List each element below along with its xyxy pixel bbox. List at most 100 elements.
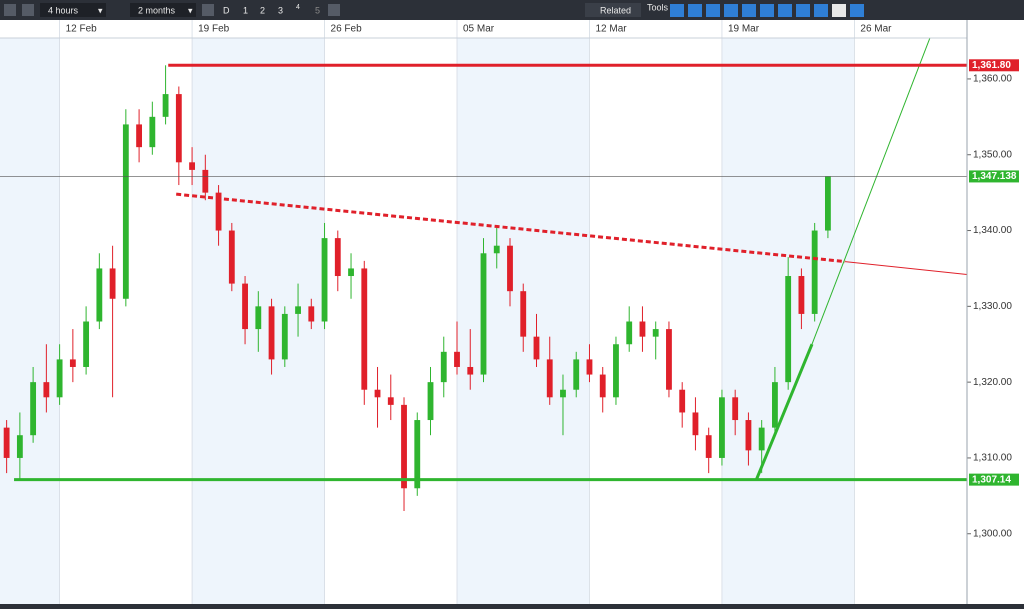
candle-body (613, 344, 619, 398)
candle-body (599, 374, 606, 398)
level-label: 1,361.80 (972, 60, 1011, 71)
candle-body (705, 435, 712, 458)
trendline (811, 38, 931, 345)
x-tick-label: 05 Mar (463, 24, 495, 35)
candle-body (69, 359, 76, 367)
level-label: 1,307.14 (972, 474, 1011, 485)
candle-body (202, 169, 209, 193)
candle-body (719, 397, 725, 458)
range-text: 2 months (138, 5, 176, 15)
candle-body (546, 359, 553, 398)
tool-icons (670, 4, 864, 17)
dropdown-arrow: ▾ (98, 5, 103, 15)
tool-button[interactable] (814, 4, 828, 17)
x-tick-label: 26 Mar (860, 24, 892, 35)
candle-body (175, 94, 182, 163)
level-label: 1,347.138 (972, 171, 1017, 182)
tool-button[interactable] (796, 4, 810, 17)
candle-body (467, 366, 474, 375)
tf-button[interactable]: D (223, 5, 230, 15)
candle-body (189, 162, 195, 170)
candle-body (16, 435, 23, 458)
tf-button[interactable]: 4 (296, 4, 300, 11)
candle-body (440, 351, 447, 383)
y-tick-label: 1,310.00 (973, 453, 1012, 464)
candle-body (295, 306, 301, 314)
tool-button[interactable] (688, 4, 702, 17)
candle-body (348, 268, 354, 277)
interval-select[interactable] (40, 3, 106, 17)
candle-body (573, 359, 580, 390)
candle-body (401, 404, 407, 489)
tool-button[interactable] (706, 4, 720, 17)
dropdown-arrow: ▾ (188, 5, 193, 15)
candle-body (281, 313, 288, 360)
settings-button[interactable] (22, 4, 34, 16)
week-band (0, 38, 60, 605)
candle-body (30, 382, 37, 436)
candle-body (692, 412, 699, 436)
y-tick-label: 1,330.00 (973, 301, 1012, 312)
candle-body (334, 238, 341, 277)
candle-body (507, 245, 513, 292)
tools-text: Tools (647, 2, 669, 12)
candle-body (228, 230, 235, 284)
candle-body (679, 389, 686, 413)
x-tick-label: 19 Mar (728, 24, 760, 35)
bottom-bar (0, 604, 1024, 609)
candle-body (586, 359, 593, 375)
candle-body (652, 329, 659, 337)
settings-button[interactable] (850, 4, 864, 17)
level-tag (969, 170, 1019, 183)
print-button[interactable] (832, 4, 846, 17)
tf-button[interactable]: 5 (315, 5, 320, 15)
tool-button[interactable] (778, 4, 792, 17)
y-tick-label: 1,360.00 (973, 74, 1012, 85)
candle-body (772, 382, 778, 428)
candle-body (666, 329, 672, 390)
candle-body (56, 359, 63, 398)
candle-body (162, 94, 169, 117)
candle-body (798, 276, 805, 314)
trendline (176, 192, 846, 264)
candle-body (454, 351, 460, 367)
tf-button[interactable]: 3 (278, 5, 283, 15)
tool-button[interactable] (742, 4, 756, 17)
level-tag (969, 59, 1019, 72)
candle-body (43, 382, 50, 398)
candle-body (122, 124, 129, 299)
calendar-button[interactable] (202, 4, 214, 16)
candle-body (361, 268, 368, 390)
candle-body (639, 321, 646, 337)
candle-body (321, 238, 328, 322)
candle-body (109, 268, 116, 299)
candle-body (480, 253, 487, 375)
candle-body (268, 306, 275, 360)
candle-body (215, 192, 222, 231)
tool-button[interactable] (724, 4, 738, 17)
settings-button[interactable] (328, 4, 340, 16)
candle-body (3, 427, 10, 458)
menu-button[interactable] (4, 4, 16, 16)
range-select[interactable] (130, 3, 196, 17)
tool-button[interactable] (670, 4, 684, 17)
level-tag (969, 473, 1019, 486)
candle-body (811, 230, 818, 314)
candle-body (387, 397, 394, 405)
y-tick-label: 1,300.00 (973, 528, 1012, 539)
x-tick-label: 26 Feb (331, 24, 363, 35)
candle-body (414, 420, 421, 489)
tf-button[interactable]: 2 (260, 5, 265, 15)
tf-button[interactable]: 1 (243, 5, 248, 15)
candle-body (533, 336, 540, 360)
candle-body (520, 291, 527, 337)
candle-body (626, 321, 633, 345)
candle-body (758, 427, 765, 451)
candle-body (96, 268, 103, 322)
interval-text: 4 hours (48, 5, 79, 15)
candle-body (255, 306, 262, 330)
related-button[interactable] (585, 3, 641, 17)
trendline (754, 343, 814, 481)
related-text: Related (600, 5, 631, 15)
tool-button[interactable] (760, 4, 774, 17)
